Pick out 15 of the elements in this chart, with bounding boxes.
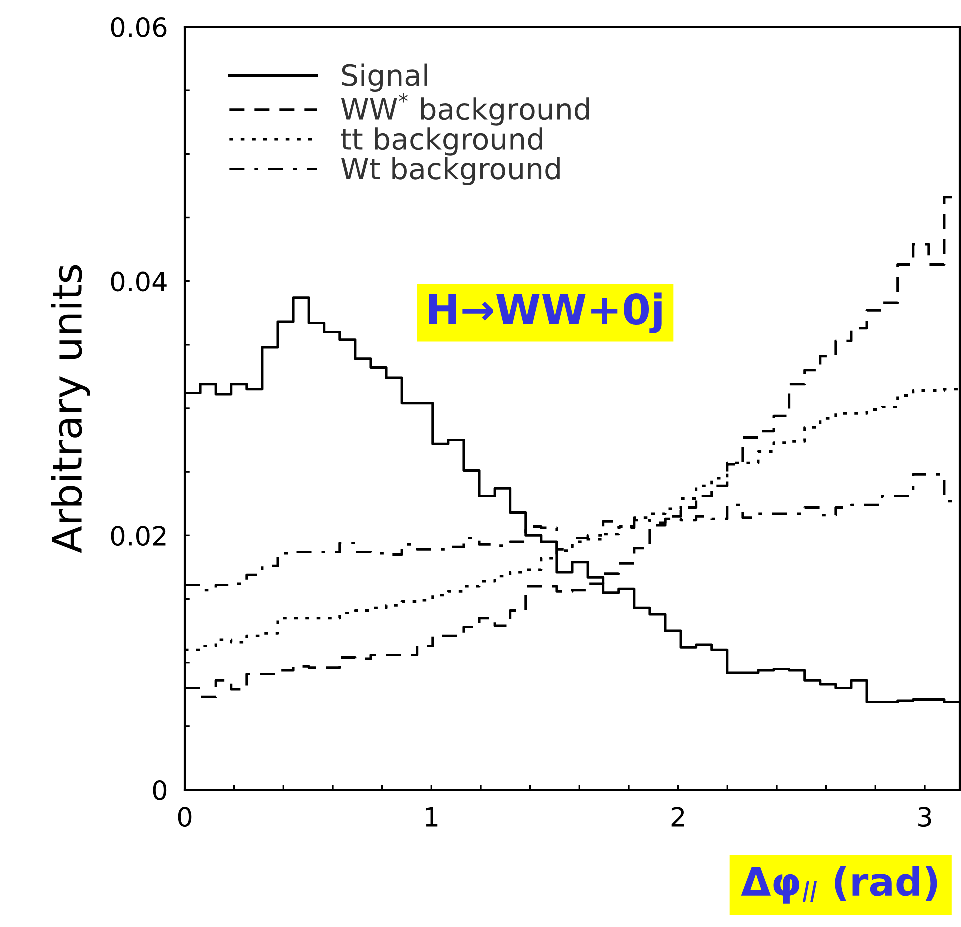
y-tick-label: 0 (153, 780, 167, 800)
legend-label: Wt background (341, 157, 560, 186)
legend-label: tt background (341, 128, 542, 156)
legend-label: Signal (342, 64, 428, 92)
y-axis-title: Arbitrary units (51, 265, 90, 554)
y-tick-label: 0.06 (111, 17, 167, 38)
annotation: H→WW+0j (429, 292, 662, 334)
x-axis-title: Δφ$_{ll}$ (rad) (741, 866, 938, 904)
x-tick-label: 1 (426, 807, 438, 827)
x-tick-label: 3 (918, 807, 932, 828)
y-tick-label: 0.04 (111, 272, 167, 292)
y-tick-label: 0.02 (111, 526, 166, 546)
legend-label: WW$^{*}$ background (341, 93, 590, 126)
x-tick-label: 2 (672, 807, 684, 827)
x-tick-label: 0 (178, 807, 192, 828)
